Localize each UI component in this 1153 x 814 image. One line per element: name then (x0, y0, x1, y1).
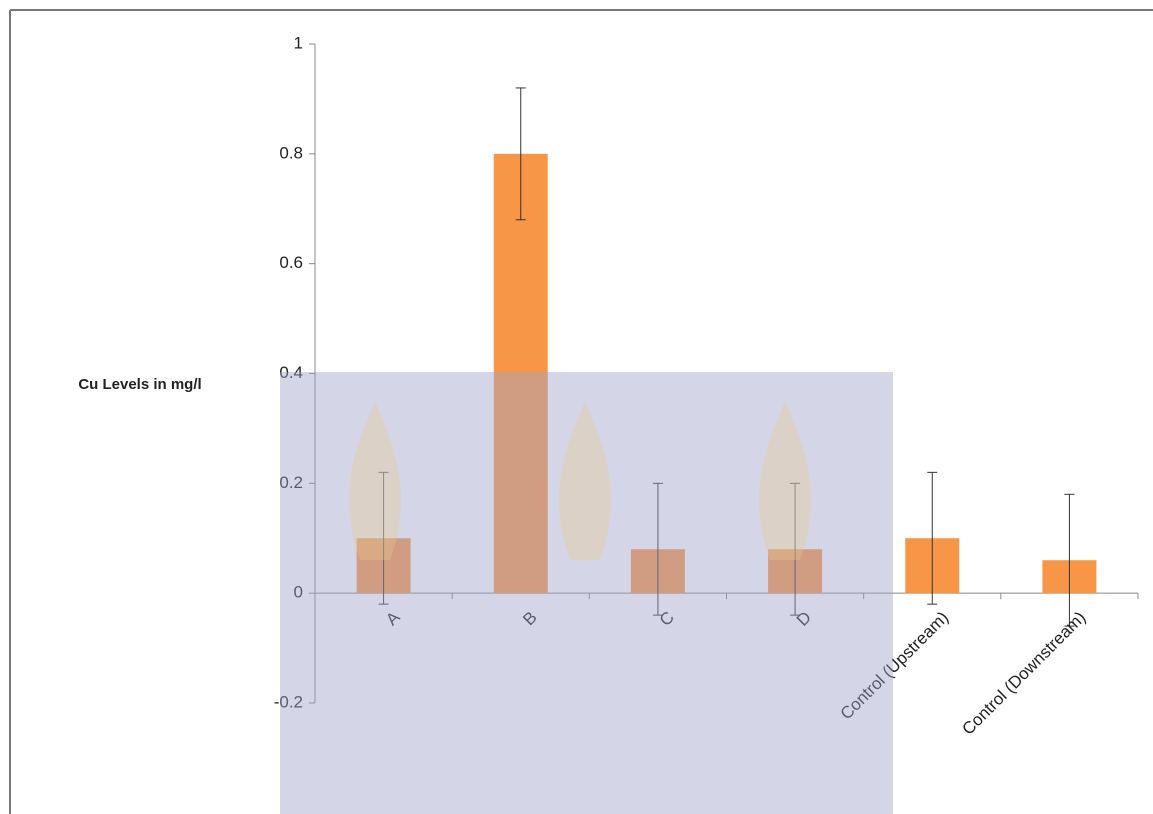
y-tick-label: 0.4 (279, 363, 303, 382)
y-tick-label: 0.6 (279, 253, 303, 272)
watermark-emblem (348, 400, 812, 560)
x-tick-label: Control (Downstream) (958, 608, 1089, 739)
y-tick-label: 0 (294, 583, 303, 602)
y-tick-label: -0.2 (274, 692, 303, 711)
watermark (280, 372, 893, 814)
y-axis-label: Cu Levels in mg/l (78, 376, 201, 393)
y-tick-label: 0.8 (279, 143, 303, 162)
y-tick-label: 1 (294, 33, 303, 52)
bar (493, 153, 548, 594)
y-tick-label: 0.2 (279, 473, 303, 492)
